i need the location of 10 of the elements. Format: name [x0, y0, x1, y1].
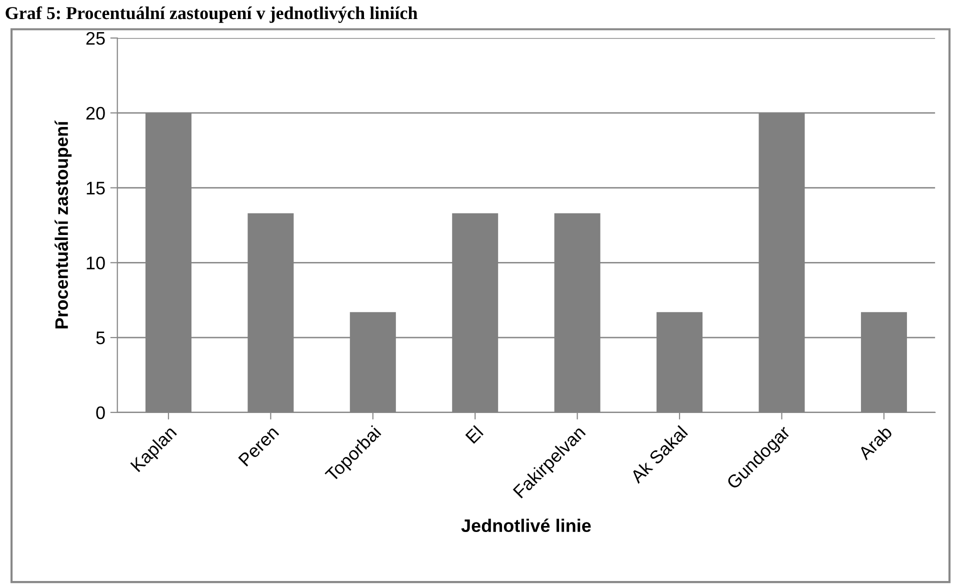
- y-tick-label: 0: [96, 406, 105, 420]
- x-tick-label: El: [464, 425, 484, 444]
- y-tick-label: 15: [86, 182, 105, 195]
- y-tick-label: 20: [86, 106, 105, 120]
- y-tick-label: 5: [96, 332, 105, 344]
- y-tick-label: 25: [86, 32, 105, 45]
- y-tick-label: 10: [86, 256, 105, 270]
- y-axis-title: Procentuální zastoupení: [54, 120, 72, 328]
- chart-title: Graf 5: Procentuální zastoupení v jednotlivých liniích: [6, 6, 418, 23]
- x-axis-title: Jednotlivé linie: [461, 518, 591, 532]
